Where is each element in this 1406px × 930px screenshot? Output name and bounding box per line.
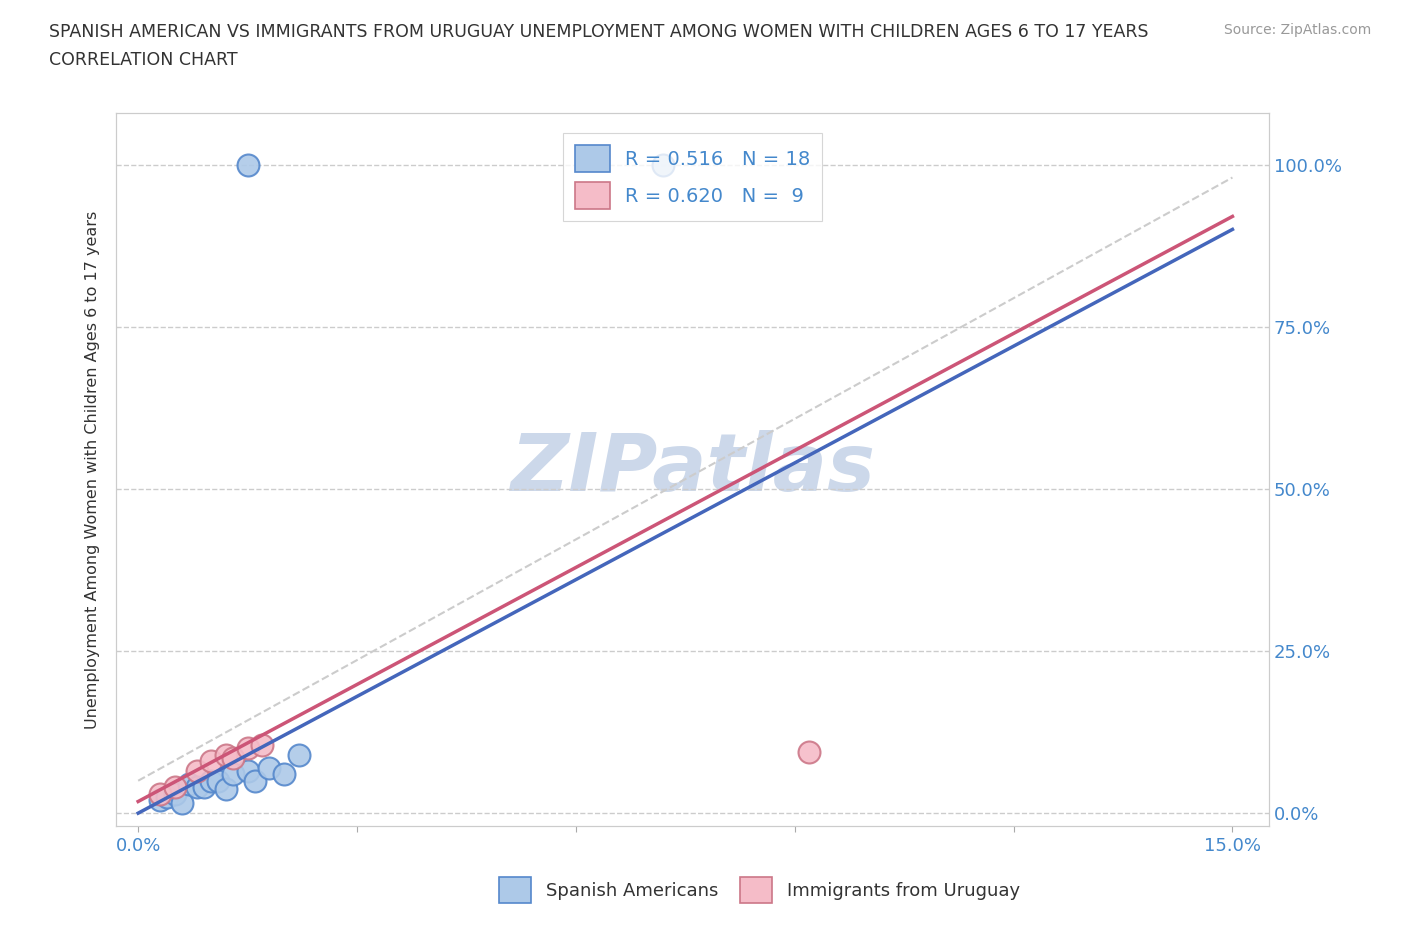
Point [236,764,259,778]
Point [163,786,186,801]
Text: SPANISH AMERICAN VS IMMIGRANTS FROM URUGUAY UNEMPLOYMENT AMONG WOMEN WITH CHILDR: SPANISH AMERICAN VS IMMIGRANTS FROM URUG… [49,23,1149,41]
Point [149,786,172,801]
Point [287,748,309,763]
Point [179,777,201,791]
Point [193,779,215,794]
Y-axis label: Unemployment Among Women with Children Ages 6 to 17 years: Unemployment Among Women with Children A… [86,210,100,728]
Point [259,761,281,776]
Point [652,157,675,172]
Point [215,748,238,763]
Point [149,792,172,807]
Point [163,779,186,794]
Point [222,767,245,782]
Point [186,764,208,778]
Point [273,767,295,782]
Point [200,754,222,769]
Point [236,741,259,756]
Legend: Spanish Americans, Immigrants from Uruguay: Spanish Americans, Immigrants from Urugu… [492,870,1026,910]
Text: Source: ZipAtlas.com: Source: ZipAtlas.com [1223,23,1371,37]
Point [243,773,266,788]
Point [156,790,179,804]
Legend: R = 0.516   N = 18, R = 0.620   N =  9: R = 0.516 N = 18, R = 0.620 N = 9 [562,133,823,221]
Point [250,737,273,752]
Point [236,157,259,172]
Point [186,779,208,794]
Point [207,773,229,788]
Point [799,744,821,759]
Point [200,773,222,788]
Point [215,781,238,796]
Text: CORRELATION CHART: CORRELATION CHART [49,51,238,69]
Point [222,751,245,765]
Point [170,796,193,811]
Text: ZIPatlas: ZIPatlas [510,431,875,509]
